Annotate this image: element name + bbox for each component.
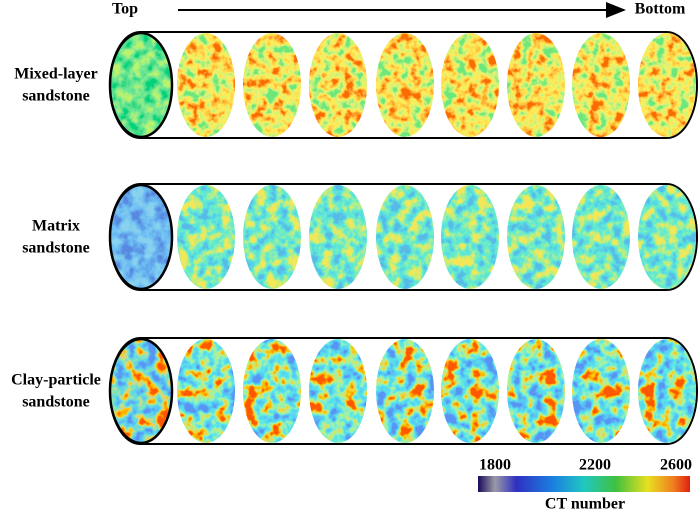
ct-slice: [441, 185, 499, 289]
colorbar: [478, 476, 690, 492]
row-label: sandstone: [22, 88, 90, 105]
slice-outline: [108, 183, 174, 291]
row-label: Matrix: [32, 218, 80, 235]
row-label: Mixed-layer: [14, 66, 98, 83]
ct-slice: [243, 339, 301, 443]
colorbar-tick: 1800: [479, 457, 511, 474]
row-label: Clay-particle: [11, 372, 101, 389]
row-label: sandstone: [22, 394, 90, 411]
slice-outline: [108, 31, 174, 139]
colorbar-tick: 2600: [660, 457, 692, 474]
ct-slice: [243, 185, 301, 289]
ct-slice: [309, 33, 367, 137]
ct-slice: [376, 33, 434, 137]
colorbar-title: CT number: [545, 496, 625, 513]
ct-slice: [243, 33, 301, 137]
ct-slice: [376, 185, 434, 289]
ct-slice: [441, 33, 499, 137]
bottom-label: Bottom: [635, 1, 686, 18]
ct-slice: [110, 33, 172, 137]
ct-slice: [309, 339, 367, 443]
ct-slice: [507, 339, 565, 443]
ct-slice: [309, 185, 367, 289]
ct-slice: [177, 33, 235, 137]
ct-slice: [507, 185, 565, 289]
ct-slice: [638, 33, 696, 137]
ct-slice: [572, 339, 630, 443]
slice-outline: [108, 337, 174, 445]
ct-slice: [110, 339, 172, 443]
ct-slice: [572, 185, 630, 289]
ct-slice: [638, 339, 696, 443]
row-label: sandstone: [22, 240, 90, 257]
ct-slice: [376, 339, 434, 443]
ct-slice: [110, 185, 172, 289]
ct-slice: [177, 185, 235, 289]
ct-slice: [507, 33, 565, 137]
ct-slice: [572, 33, 630, 137]
ct-slice: [638, 185, 696, 289]
ct-slice: [441, 339, 499, 443]
top-label: Top: [112, 1, 138, 18]
colorbar-tick: 2200: [579, 457, 611, 474]
ct-slice: [177, 339, 235, 443]
